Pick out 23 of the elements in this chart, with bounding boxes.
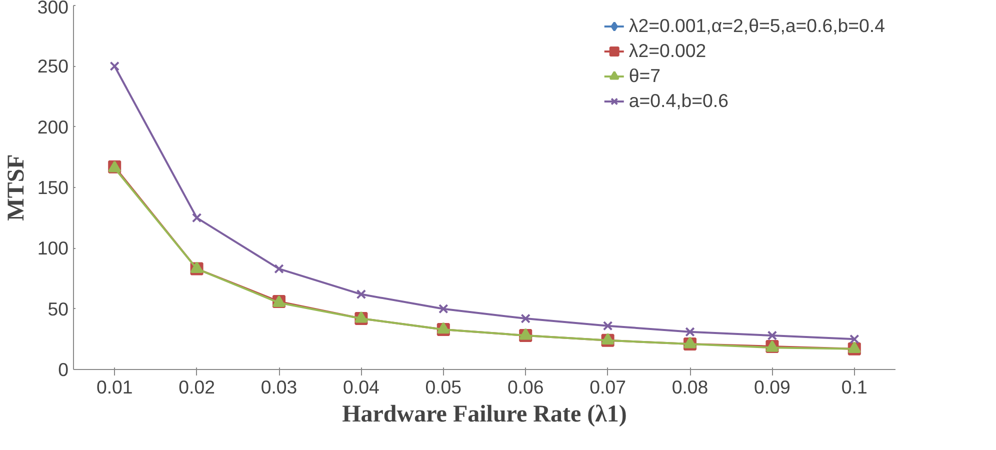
- x-tick-label: 0.1: [841, 376, 868, 398]
- x-tick-label: 0.04: [343, 376, 380, 398]
- x-tick-label: 0.03: [260, 376, 298, 398]
- x-tick-label: 0.08: [672, 376, 708, 398]
- y-tick-label: 200: [37, 116, 69, 138]
- y-tick-label: 250: [37, 56, 69, 77]
- legend-label: λ2=0.002: [628, 40, 706, 62]
- x-tick-label: 0.02: [178, 376, 215, 398]
- y-tick-label: 100: [37, 238, 69, 259]
- y-tick-label: 150: [37, 177, 69, 198]
- y-axis-title: MTSF: [3, 154, 30, 221]
- y-tick-label: 50: [48, 298, 69, 320]
- y-tick-label: 300: [37, 0, 69, 18]
- y-tick-label: 0: [58, 359, 69, 380]
- legend-label: θ=7: [628, 65, 661, 87]
- x-axis-title: Hardware Failure Rate (λ1): [342, 402, 627, 428]
- x-tick-label: 0.05: [425, 376, 462, 398]
- legend-label: λ2=0.001,α=2,θ=5,a=0.6,b=0.4: [628, 15, 885, 37]
- legend-label: a=0.4,b=0.6: [628, 90, 728, 112]
- x-tick-label: 0.07: [590, 376, 626, 398]
- x-tick-label: 0.09: [754, 376, 790, 398]
- x-tick-label: 0.06: [507, 376, 544, 398]
- x-tick-label: 0.01: [96, 376, 133, 398]
